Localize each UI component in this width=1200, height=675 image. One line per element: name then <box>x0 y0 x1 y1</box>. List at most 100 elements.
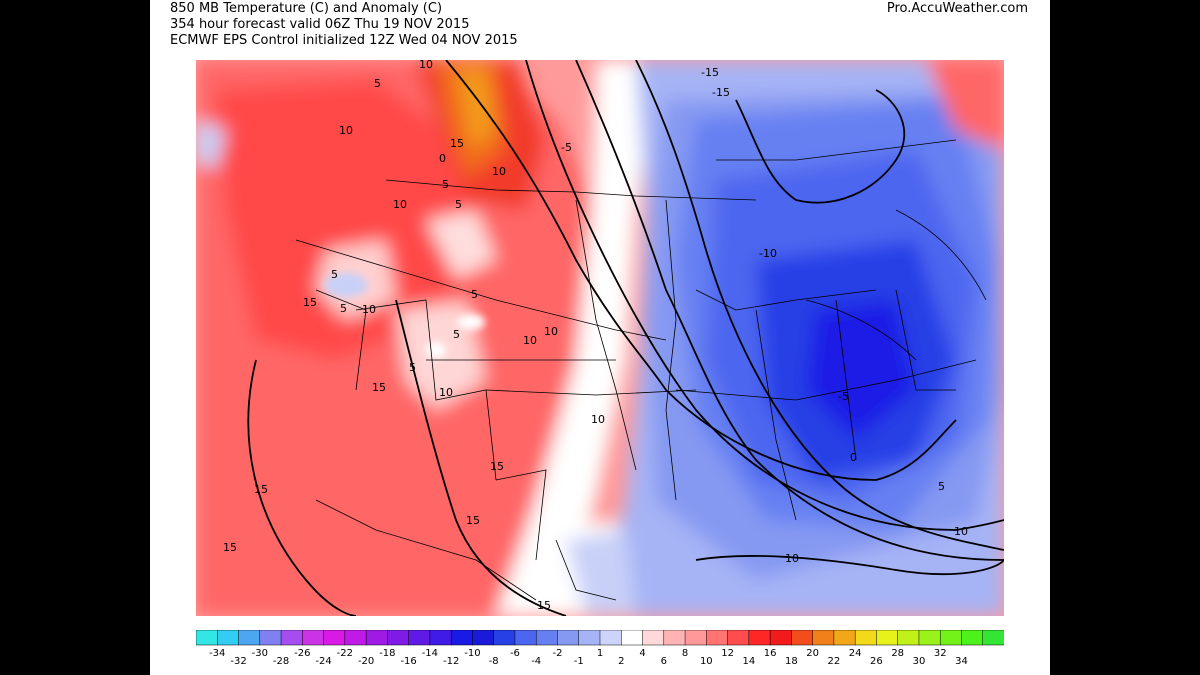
colorbar-swatch <box>429 630 452 646</box>
colorbar-swatch <box>918 630 941 646</box>
title-line-3: ECMWF EPS Control initialized 12Z Wed 04… <box>170 33 518 48</box>
colorbar-swatch <box>365 630 388 646</box>
colorbar-tick-label: 28 <box>891 648 904 659</box>
colorbar-tick-label: 2 <box>618 656 624 667</box>
colorbar-swatch <box>769 630 792 646</box>
contour-label: 15 <box>303 296 317 309</box>
colorbar-tick-label: -26 <box>294 648 310 659</box>
colorbar-swatch <box>939 630 963 646</box>
colorbar-tick-label: 30 <box>913 656 926 667</box>
colorbar-swatch <box>493 630 516 646</box>
contour-label: 5 <box>331 268 338 281</box>
colorbar-swatch <box>387 630 410 646</box>
colorbar-swatch <box>259 630 282 646</box>
colorbar-tick-label: -10 <box>464 648 480 659</box>
temperature-anomaly-map: 10 5 10 15 0 5 10 10 5 5 5 15 5 10 5 5 1… <box>196 60 1004 616</box>
contour-label: 5 <box>340 302 347 315</box>
contour-label: 5 <box>938 480 945 493</box>
colorbar-tick-label: -16 <box>400 656 416 667</box>
contour-label: 10 <box>785 552 799 565</box>
contour-label: -10 <box>759 247 777 260</box>
colorbar-swatch <box>684 630 707 646</box>
colorbar-tick-label: -2 <box>552 648 562 659</box>
colorbar-swatch <box>302 630 325 646</box>
colorbar-tick-label: -8 <box>489 656 499 667</box>
colorbar-swatch <box>833 630 856 646</box>
colorbar-tick-label: 10 <box>700 656 713 667</box>
contour-label: 10 <box>492 165 506 178</box>
contour-label: 15 <box>537 599 551 612</box>
contour-label: 15 <box>372 381 386 394</box>
colorbar-tick-label: 24 <box>849 648 862 659</box>
colorbar-tick-label: -12 <box>443 656 459 667</box>
colorbar-swatch <box>876 630 899 646</box>
contour-label: 15 <box>466 514 480 527</box>
colorbar-swatch <box>897 630 920 646</box>
colorbar-swatch <box>196 630 218 646</box>
contour-label: 10 <box>591 413 605 426</box>
geographic-outlines <box>295 139 987 601</box>
contour-label: 15 <box>450 137 464 150</box>
contour-label: 5 <box>471 288 478 301</box>
colorbar-swatch <box>450 630 473 646</box>
colorbar-tick-label: 1 <box>597 648 603 659</box>
colorbar-swatch <box>578 630 601 646</box>
colorbar-swatch <box>961 630 984 646</box>
title-line-1: 850 MB Temperature (C) and Anomaly (C) <box>170 1 443 16</box>
colorbar-swatch <box>472 630 495 646</box>
colorbar-swatch <box>344 630 367 646</box>
contour-label: 0 <box>439 152 446 165</box>
colorbar-tick-label: -24 <box>315 656 331 667</box>
contour-label: 10 <box>339 124 353 137</box>
contour-label: 10 <box>362 303 376 316</box>
contour-label: 0 <box>850 451 857 464</box>
colorbar-swatch <box>854 630 877 646</box>
contour-label: -5 <box>838 390 849 403</box>
colorbar: -34-32-30-28-26-24-22-20-18-16-14-12-10-… <box>196 630 1004 667</box>
contour-label: 10 <box>419 60 433 71</box>
colorbar-tick-label: 32 <box>934 648 947 659</box>
contour-label: 5 <box>374 77 381 90</box>
contour-labels: 10 5 10 15 0 5 10 10 5 5 5 15 5 10 5 5 1… <box>223 60 968 612</box>
contour-label: 15 <box>254 483 268 496</box>
colorbar-swatch <box>557 630 580 646</box>
colorbar-swatch <box>217 630 240 646</box>
colorbar-swatch <box>791 630 814 646</box>
colorbar-tick-label: -1 <box>574 656 584 667</box>
colorbar-swatch <box>599 630 622 646</box>
colorbar-tick-label: 34 <box>955 656 968 667</box>
colorbar-swatch <box>663 630 686 646</box>
contour-label: -15 <box>701 66 719 79</box>
contour-label: 15 <box>490 460 504 473</box>
colorbar-tick-label: -28 <box>273 656 289 667</box>
contour-label: 5 <box>409 361 416 374</box>
colorbar-tick-label: -4 <box>531 656 541 667</box>
colorbar-tick-label: 8 <box>682 648 688 659</box>
colorbar-tick-label: 14 <box>742 656 755 667</box>
colorbar-tick-label: -18 <box>379 648 395 659</box>
colorbar-swatch <box>535 630 559 646</box>
colorbar-swatch <box>238 630 261 646</box>
colorbar-tick-label: 18 <box>785 656 798 667</box>
colorbar-swatch <box>280 630 303 646</box>
colorbar-swatch <box>706 630 729 646</box>
colorbar-tick-label: -34 <box>209 648 225 659</box>
contour-label: 10 <box>523 334 537 347</box>
contour-label: -15 <box>712 86 730 99</box>
contour-label: 5 <box>442 178 449 191</box>
contour-label: 10 <box>439 386 453 399</box>
contour-label: 10 <box>393 198 407 211</box>
colorbar-tick-label: -22 <box>337 648 353 659</box>
colorbar-swatch <box>642 630 665 646</box>
colorbar-tick-label: 22 <box>828 656 841 667</box>
contour-label: 10 <box>544 325 558 338</box>
contour-label: 15 <box>223 541 237 554</box>
contour-label: 5 <box>455 198 462 211</box>
colorbar-tick-label: 4 <box>639 648 645 659</box>
colorbar-swatch <box>812 630 835 646</box>
colorbar-tick-label: -32 <box>230 656 246 667</box>
colorbar-tick-label: 16 <box>764 648 777 659</box>
colorbar-tick-label: -20 <box>358 656 374 667</box>
contour-label: 5 <box>453 328 460 341</box>
colorbar-tick-label: -6 <box>510 648 520 659</box>
